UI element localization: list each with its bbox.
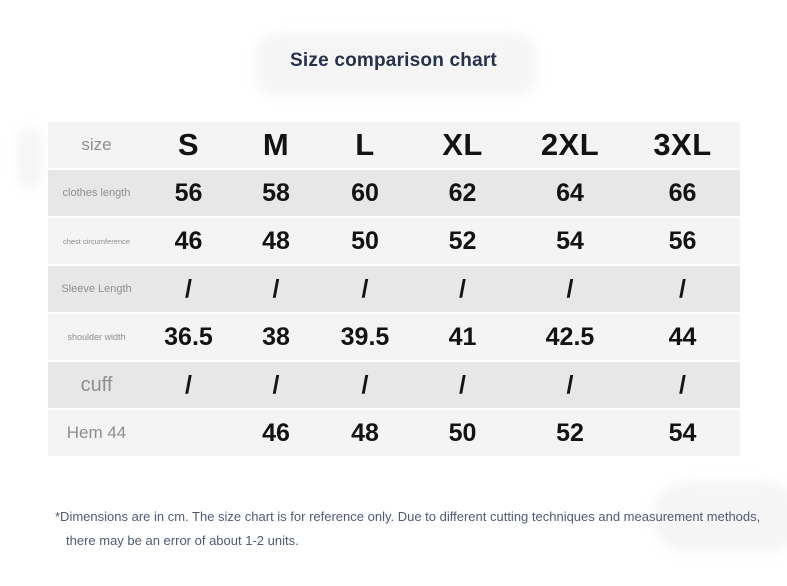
page-title: Size comparison chart — [290, 50, 497, 71]
cell-value: / — [232, 362, 320, 408]
row-label: cuff — [48, 362, 145, 408]
watermark-blob-top — [256, 34, 536, 96]
col-header-3xl: 3XL — [625, 122, 740, 168]
row-label: shoulder width — [48, 314, 145, 360]
cell-value: / — [320, 362, 410, 408]
cell-value: / — [320, 266, 410, 312]
cell-value: 56 — [145, 170, 232, 216]
cell-value: 60 — [320, 170, 410, 216]
cell-value: 54 — [515, 218, 625, 264]
table-row-hem: Hem 44 46 48 50 52 54 — [48, 410, 740, 456]
cell-value — [145, 410, 232, 456]
cell-value: 39.5 — [320, 314, 410, 360]
cell-value: / — [410, 362, 515, 408]
row-label: chest circumference — [48, 218, 145, 264]
footnote-line-1: *Dimensions are in cm. The size chart is… — [55, 509, 761, 524]
cell-value: 41 — [410, 314, 515, 360]
table-row-shoulder-width: shoulder width 36.5 38 39.5 41 42.5 44 — [48, 314, 740, 360]
col-header-l: L — [320, 122, 410, 168]
cell-value: 66 — [625, 170, 740, 216]
cell-value: / — [625, 362, 740, 408]
size-table: size S M L XL 2XL 3XL clothes length 56 … — [48, 120, 740, 458]
cell-value: 52 — [410, 218, 515, 264]
cell-value: / — [232, 266, 320, 312]
cell-value: 50 — [320, 218, 410, 264]
cell-value: / — [515, 266, 625, 312]
cell-value: 46 — [145, 218, 232, 264]
cell-value: 36.5 — [145, 314, 232, 360]
col-header-2xl: 2XL — [515, 122, 625, 168]
cell-value: 64 — [515, 170, 625, 216]
row-label: clothes length — [48, 170, 145, 216]
watermark-blob-left — [18, 128, 42, 188]
table-row-cuff: cuff / / / / / / — [48, 362, 740, 408]
cell-value: 38 — [232, 314, 320, 360]
cell-value: 56 — [625, 218, 740, 264]
cell-value: / — [145, 266, 232, 312]
row-label: Sleeve Length — [48, 266, 145, 312]
cell-value: 44 — [625, 314, 740, 360]
watermark-blob-corner — [652, 482, 787, 552]
col-header-m: M — [232, 122, 320, 168]
header-row: size S M L XL 2XL 3XL — [48, 122, 740, 168]
cell-value: 48 — [320, 410, 410, 456]
cell-value: 52 — [515, 410, 625, 456]
cell-value: 46 — [232, 410, 320, 456]
cell-value: 50 — [410, 410, 515, 456]
col-header-s: S — [145, 122, 232, 168]
col-header-xl: XL — [410, 122, 515, 168]
cell-value: / — [410, 266, 515, 312]
table-row-clothes-length: clothes length 56 58 60 62 64 66 — [48, 170, 740, 216]
cell-value: 58 — [232, 170, 320, 216]
cell-value: 54 — [625, 410, 740, 456]
row-label: Hem 44 — [48, 410, 145, 456]
footnote-line-2: there may be an error of about 1-2 units… — [66, 533, 299, 548]
cell-value: / — [625, 266, 740, 312]
cell-value: / — [145, 362, 232, 408]
table-row-chest-circumference: chest circumference 46 48 50 52 54 56 — [48, 218, 740, 264]
cell-value: 48 — [232, 218, 320, 264]
cell-value: 42.5 — [515, 314, 625, 360]
cell-value: / — [515, 362, 625, 408]
corner-header-size: size — [48, 122, 145, 168]
cell-value: 62 — [410, 170, 515, 216]
table-row-sleeve-length: Sleeve Length / / / / / / — [48, 266, 740, 312]
